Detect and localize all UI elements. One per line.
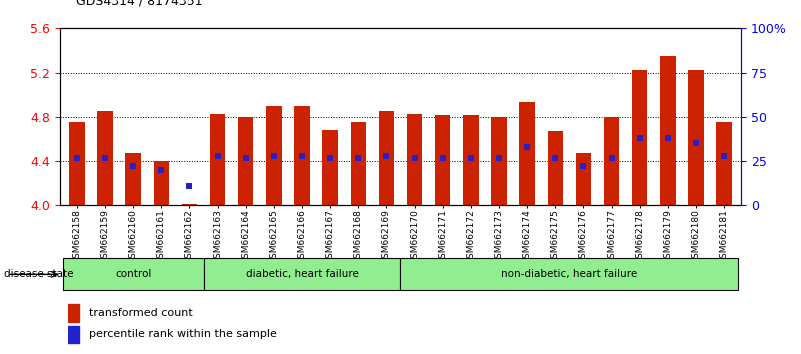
Bar — [68, 326, 79, 343]
Bar — [323, 130, 338, 205]
Bar — [632, 70, 647, 205]
Point — [605, 155, 618, 160]
Bar — [660, 56, 675, 205]
Text: GDS4314 / 8174351: GDS4314 / 8174351 — [76, 0, 203, 7]
Bar — [126, 153, 141, 205]
Text: non-diabetic, heart failure: non-diabetic, heart failure — [501, 269, 638, 279]
Bar — [604, 117, 619, 205]
Bar — [203, 258, 400, 290]
Bar — [548, 131, 563, 205]
Bar — [400, 258, 738, 290]
Bar — [491, 117, 507, 205]
Bar — [519, 102, 535, 205]
Point — [465, 155, 477, 160]
Bar — [238, 117, 253, 205]
Point — [493, 155, 505, 160]
Point — [127, 164, 139, 169]
Text: diabetic, heart failure: diabetic, heart failure — [246, 269, 359, 279]
Bar — [266, 106, 282, 205]
Bar — [98, 111, 113, 205]
Bar — [351, 122, 366, 205]
Point — [718, 153, 731, 159]
Point — [70, 155, 83, 160]
Bar — [379, 111, 394, 205]
Bar — [688, 70, 703, 205]
Point — [296, 153, 308, 159]
Bar — [154, 161, 169, 205]
Point — [634, 135, 646, 141]
Bar — [463, 115, 478, 205]
Point — [352, 155, 364, 160]
Point — [211, 153, 224, 159]
Bar — [210, 114, 225, 205]
Text: control: control — [115, 269, 151, 279]
Text: disease state: disease state — [4, 269, 74, 279]
Point — [239, 155, 252, 160]
Point — [690, 141, 702, 146]
Bar — [576, 153, 591, 205]
Bar — [63, 258, 203, 290]
Point — [662, 135, 674, 141]
Point — [549, 155, 562, 160]
Text: percentile rank within the sample: percentile rank within the sample — [88, 330, 276, 339]
Bar — [435, 115, 450, 205]
Point — [183, 183, 196, 189]
Point — [268, 153, 280, 159]
Point — [577, 164, 590, 169]
Text: transformed count: transformed count — [88, 308, 192, 318]
Point — [99, 155, 111, 160]
Point — [380, 153, 392, 159]
Bar — [182, 204, 197, 205]
Point — [437, 155, 449, 160]
Point — [324, 155, 336, 160]
Bar — [294, 106, 310, 205]
Bar — [407, 114, 422, 205]
Bar — [69, 122, 85, 205]
Bar — [716, 122, 732, 205]
Bar — [68, 304, 79, 321]
Point — [409, 155, 421, 160]
Point — [521, 144, 533, 150]
Point — [155, 167, 167, 173]
